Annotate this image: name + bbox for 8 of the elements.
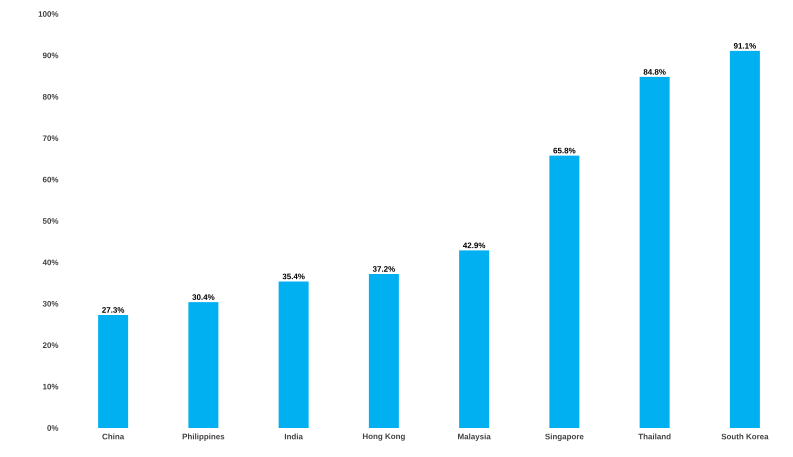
- bar: [730, 50, 760, 428]
- bar: [640, 76, 670, 428]
- bar: [549, 156, 580, 428]
- bar: [459, 250, 490, 428]
- bar: [98, 314, 128, 428]
- bar: [368, 274, 399, 428]
- bar: [278, 281, 309, 428]
- bar: [188, 302, 218, 428]
